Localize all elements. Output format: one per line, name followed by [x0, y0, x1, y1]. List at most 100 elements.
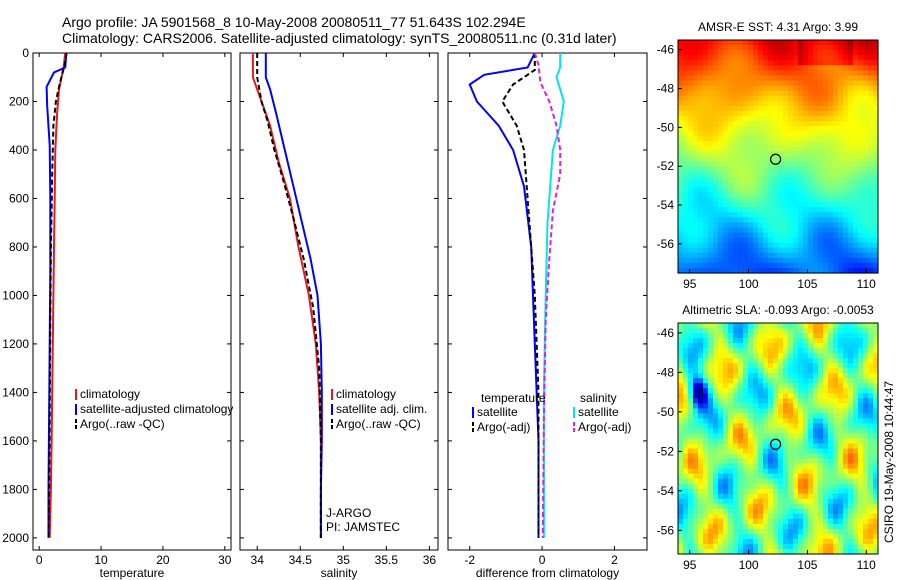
sla-heatmap-cell — [833, 343, 839, 349]
sla-heatmap-cell — [703, 448, 709, 455]
sst-heatmap-cell — [728, 197, 734, 203]
sla-heatmap-cell — [783, 418, 789, 425]
sla-heatmap-cell — [728, 508, 734, 515]
sla-heatmap-cell — [728, 478, 734, 485]
sla-heatmap-cell — [778, 393, 784, 399]
sst-heatmap-cell — [818, 232, 824, 239]
sst-heatmap-cell — [773, 257, 779, 264]
sst-heatmap-cell — [728, 115, 734, 122]
sla-heatmap-cell — [803, 473, 809, 480]
sst-heatmap-cell — [713, 247, 719, 254]
sst-heatmap-cell — [773, 80, 779, 87]
sst-heatmap-cell — [743, 212, 749, 218]
sst-heatmap-cell — [858, 95, 864, 102]
sst-heatmap-cell — [738, 166, 744, 173]
sla-heatmap-cell — [768, 528, 774, 535]
sst-heatmap-cell — [758, 136, 764, 142]
sla-heatmap-cell — [858, 518, 864, 525]
sst-heatmap-cell — [678, 45, 684, 51]
sst-heatmap-cell — [773, 45, 779, 51]
sla-heatmap-cell — [858, 438, 864, 445]
sla-heatmap-cell — [793, 398, 799, 404]
sla-heatmap-cell — [848, 328, 854, 334]
temperature-ytick-label: 600 — [9, 191, 29, 205]
sla-heatmap-cell — [773, 493, 779, 500]
sst-heatmap-cell — [858, 166, 864, 173]
sst-heatmap-cell — [723, 232, 729, 239]
sst-heatmap-cell — [798, 80, 804, 87]
sla-heatmap-cell — [788, 378, 794, 384]
sla-heatmap-cell — [803, 363, 809, 369]
sst-heatmap-cell — [868, 202, 874, 208]
sla-heatmap-cell — [828, 528, 834, 535]
sst-heatmap-cell — [783, 252, 789, 259]
sla-heatmap-cell — [843, 358, 849, 364]
sst-heatmap-cell — [853, 176, 859, 183]
sla-heatmap-cell — [728, 433, 734, 440]
sla-heatmap-cell — [778, 328, 784, 334]
sst-heatmap-cell — [678, 80, 684, 87]
sst-heatmap-cell — [843, 191, 849, 198]
sla-heatmap-cell — [818, 478, 824, 485]
sla-heatmap-cell — [763, 508, 769, 515]
sla-heatmap-cell — [728, 493, 734, 500]
sst-heatmap-cell — [758, 45, 764, 51]
sla-heatmap-cell — [843, 518, 849, 525]
sla-heatmap-cells — [678, 323, 879, 555]
sla-heatmap-cell — [763, 368, 769, 374]
sst-heatmap-cell — [738, 181, 744, 188]
sst-heatmap-cell — [858, 40, 864, 46]
sla-heatmap-cell — [773, 518, 779, 525]
sla-heatmap-cell — [753, 383, 759, 389]
sst-heatmap-cell — [848, 45, 854, 51]
sst-heatmap-cell — [733, 197, 739, 203]
sla-heatmap-cell — [803, 488, 809, 495]
sla-heatmap-cell — [853, 443, 859, 450]
sla-heatmap-cell — [868, 323, 874, 329]
sla-heatmap-cell — [698, 428, 704, 435]
sst-heatmap-cell — [868, 65, 874, 71]
sla-heatmap-cell — [703, 428, 709, 435]
sst-heatmap-cell — [798, 105, 804, 112]
sst-heatmap-cell — [798, 70, 804, 77]
sla-heatmap-cell — [728, 488, 734, 495]
sla-heatmap-cell — [693, 333, 699, 339]
sla-heatmap-cell — [808, 498, 814, 505]
sla-heatmap-cell — [858, 513, 864, 520]
sla-heatmap-cell — [828, 503, 834, 510]
sla-heatmap-cell — [868, 458, 874, 465]
sst-heatmap-cell — [703, 85, 709, 92]
sst-heatmap-cell — [783, 267, 789, 274]
sst-heatmap-cell — [713, 267, 719, 274]
sst-heatmap-cell — [728, 222, 734, 229]
sst-heatmap-cell — [788, 95, 794, 102]
sst-heatmap-cell — [773, 136, 779, 142]
sla-heatmap-cell — [853, 398, 859, 404]
sst-heatmap-cell — [818, 156, 824, 163]
sla-heatmap-cell — [678, 438, 684, 445]
sst-heatmap-cell — [703, 45, 709, 51]
sla-heatmap-cell — [798, 423, 804, 430]
sla-heatmap-cell — [743, 333, 749, 339]
sst-heatmap-cell — [808, 80, 814, 87]
sla-heatmap-cell — [843, 383, 849, 389]
sst-heatmap-cell — [858, 257, 864, 264]
sst-heatmap-cell — [853, 222, 859, 229]
sla-heatmap-cell — [678, 398, 684, 404]
temperature-series-group — [45, 53, 68, 538]
sst-heatmap-cell — [808, 45, 814, 51]
sla-heatmap-cell — [813, 338, 819, 344]
sla-heatmap-cell — [778, 413, 784, 420]
sst-heatmap-cell — [813, 186, 819, 193]
sst-heatmap-cell — [868, 186, 874, 193]
sst-heatmap-cell — [768, 105, 774, 112]
sla-heatmap-cell — [713, 408, 719, 414]
temperature-plot-frame — [32, 52, 232, 551]
sla-heatmap-cell — [848, 473, 854, 480]
sst-heatmap-cell — [738, 55, 744, 61]
sla-heatmap-cell — [708, 403, 714, 409]
sst-heatmap-cell — [843, 176, 849, 183]
sla-heatmap-cell — [793, 378, 799, 384]
sla-heatmap-cell — [813, 343, 819, 349]
sst-heatmap-cell — [863, 227, 869, 234]
